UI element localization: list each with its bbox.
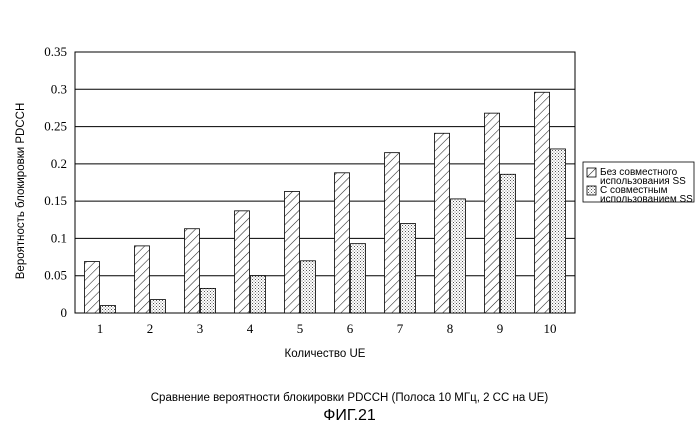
- figure-caption: Сравнение вероятности блокировки PDCCH (…: [0, 392, 699, 404]
- bar-series-2: [301, 261, 316, 313]
- y-tick-label: 0.15: [44, 193, 67, 208]
- y-tick-label: 0.25: [44, 119, 67, 134]
- x-axis-label: Количество UE: [285, 348, 366, 360]
- legend-swatch: [587, 186, 596, 195]
- legend: Без совместногоиспользования SSС совмест…: [583, 162, 694, 205]
- y-tick-label: 0.2: [51, 156, 67, 171]
- x-tick-label: 6: [347, 321, 354, 336]
- bar-series-1: [335, 173, 350, 313]
- x-tick-label: 10: [544, 321, 557, 336]
- bar-series-1: [85, 262, 100, 313]
- bar-series-1: [435, 133, 450, 313]
- bar-series-2: [351, 244, 366, 313]
- figure-label: ФИГ.21: [0, 407, 699, 425]
- bar-series-1: [285, 191, 300, 313]
- x-tick-label: 1: [97, 321, 104, 336]
- bar-series-1: [385, 153, 400, 313]
- y-tick-label: 0: [61, 305, 68, 320]
- bar-series-2: [201, 288, 216, 313]
- bar-series-1: [185, 229, 200, 313]
- legend-swatch: [587, 168, 596, 177]
- bar-series-1: [235, 211, 250, 313]
- y-tick-label: 0.05: [44, 268, 67, 283]
- x-tick-label: 5: [297, 321, 304, 336]
- y-tick-label: 0.35: [44, 44, 67, 59]
- bar-series-2: [501, 174, 516, 313]
- x-tick-label: 7: [397, 321, 404, 336]
- bar-series-2: [101, 306, 116, 313]
- bar-series-1: [535, 92, 550, 313]
- x-tick-label: 9: [497, 321, 504, 336]
- bar-series-2: [251, 276, 266, 313]
- x-tick-label: 3: [197, 321, 204, 336]
- x-tick-label: 4: [247, 321, 254, 336]
- bar-series-1: [135, 246, 150, 313]
- y-tick-label: 0.1: [51, 230, 67, 245]
- bar-series-2: [451, 199, 466, 313]
- x-tick-label: 8: [447, 321, 454, 336]
- x-tick-label: 2: [147, 321, 154, 336]
- bar-series-2: [151, 300, 166, 313]
- bar-series-2: [551, 149, 566, 313]
- bar-series-1: [485, 113, 500, 313]
- plot-border: [75, 52, 575, 313]
- legend-label: использованием SS: [600, 194, 693, 205]
- plot-area: 0 0.05 0.1 0.15 0.2 0.25 0.3 0.35 1 2 3 4 5 6 7 8 9 10: [44, 44, 575, 336]
- y-tick-label: 0.3: [51, 81, 67, 96]
- bar-series-2: [401, 224, 416, 313]
- y-axis-label: Вероятность блокировки PDCCH: [15, 103, 27, 280]
